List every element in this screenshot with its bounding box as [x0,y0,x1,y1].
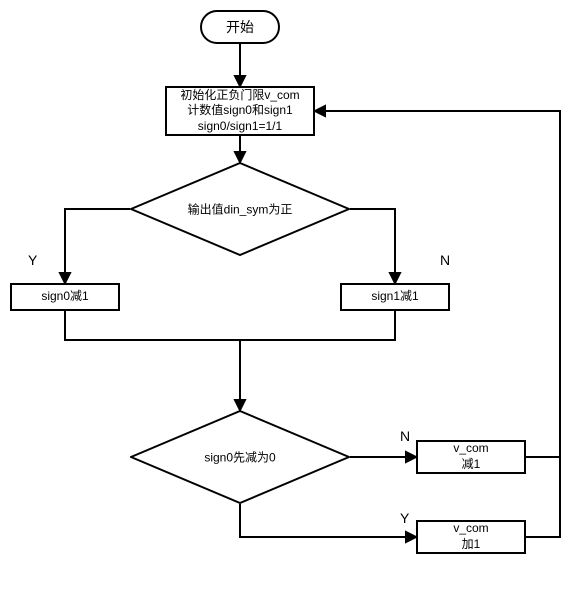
sign1-dec-node: sign1减1 [340,283,450,311]
d1-yes-label: Y [28,252,37,268]
flowchart-canvas: 开始 初始化正负门限v_com 计数值sign0和sign1 sign0/sig… [0,0,576,592]
decision-sign0-zero: sign0先减为0 [130,410,350,504]
init-label: 初始化正负门限v_com 计数值sign0和sign1 sign0/sign1=… [180,88,299,135]
d2-no-label: N [400,428,410,444]
start-label: 开始 [226,18,254,36]
sign0-dec-node: sign0减1 [10,283,120,311]
d2-yes-label: Y [400,510,409,526]
sign1-dec-label: sign1减1 [371,289,418,305]
vcom-dec-node: v_com 减1 [416,440,526,474]
vcom-dec-label: v_com 减1 [453,441,488,472]
sign0-dec-label: sign0减1 [41,289,88,305]
d1-no-label: N [440,252,450,268]
decision-sign0-zero-label: sign0先减为0 [204,449,275,466]
decision-output-positive: 输出值din_sym为正 [130,162,350,256]
vcom-inc-label: v_com 加1 [453,521,488,552]
vcom-inc-node: v_com 加1 [416,520,526,554]
start-node: 开始 [200,10,280,44]
init-node: 初始化正负门限v_com 计数值sign0和sign1 sign0/sign1=… [165,86,315,136]
decision-output-positive-label: 输出值din_sym为正 [188,201,293,218]
